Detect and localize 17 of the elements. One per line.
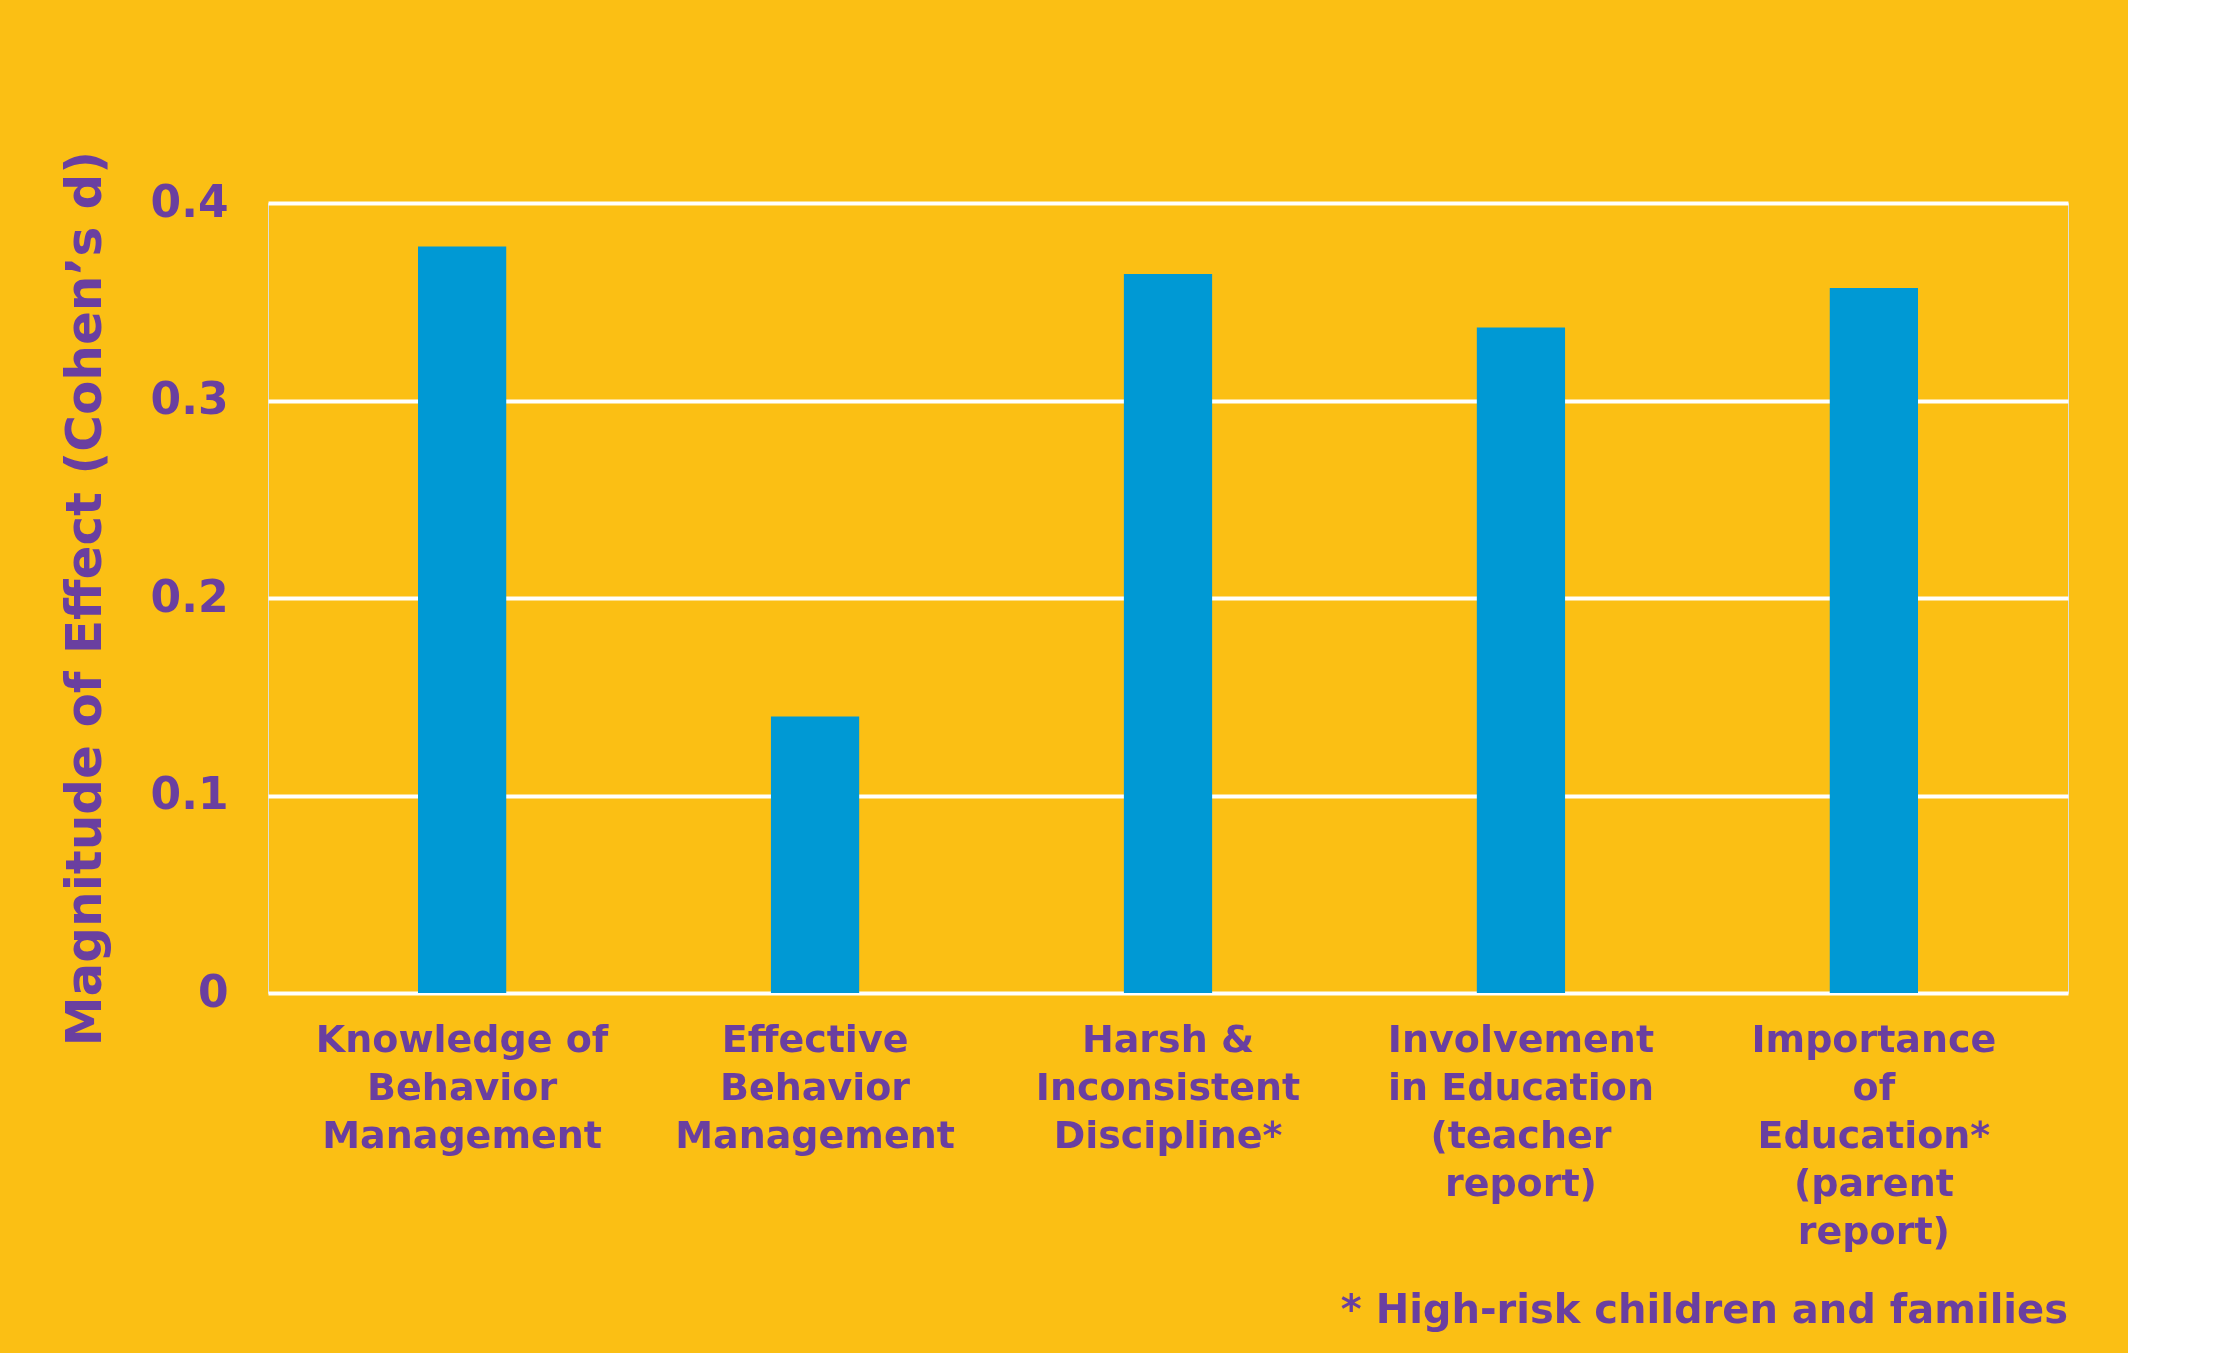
y-tick-label: 0.4 [150, 175, 229, 227]
x-tick-label: Effective Behavior Management [675, 1016, 955, 1157]
y-axis-title: Magnitude of Effect (Cohen’s d) [54, 150, 113, 1047]
y-tick-label: 0.1 [150, 768, 229, 819]
bar [418, 246, 507, 993]
bar [1829, 287, 1918, 993]
text: * High-risk children and families [1340, 1286, 2068, 1332]
bar [1476, 327, 1566, 993]
x-tick-label: Knowledge of Behavior Management [315, 1016, 609, 1157]
x-tick-label: Harsh & Inconsistent Discipline* [1035, 1016, 1301, 1157]
x-tick-label: Importance of Education* (parent report) [1751, 1016, 1997, 1253]
y-tick-label: 0.2 [150, 570, 229, 622]
bar [1123, 274, 1213, 993]
bar [770, 716, 860, 993]
x-tick-label: Involvement in Education (teacher report) [1387, 1016, 1655, 1205]
y-tick-label: 0.3 [150, 373, 229, 424]
y-tick-label: 0 [197, 965, 229, 1017]
